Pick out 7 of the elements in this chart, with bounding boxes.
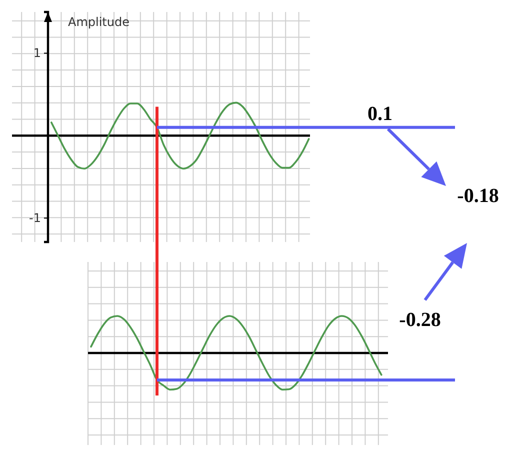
- line-series: [50, 102, 310, 170]
- y-tick-label: -1: [29, 210, 41, 225]
- ref-line-label: 0.1: [368, 103, 392, 125]
- y-axis-title: Amplitude: [68, 15, 130, 29]
- text: -0.28: [399, 309, 441, 331]
- text: -0.18: [457, 185, 499, 207]
- y-tick-label: 1: [33, 46, 41, 60]
